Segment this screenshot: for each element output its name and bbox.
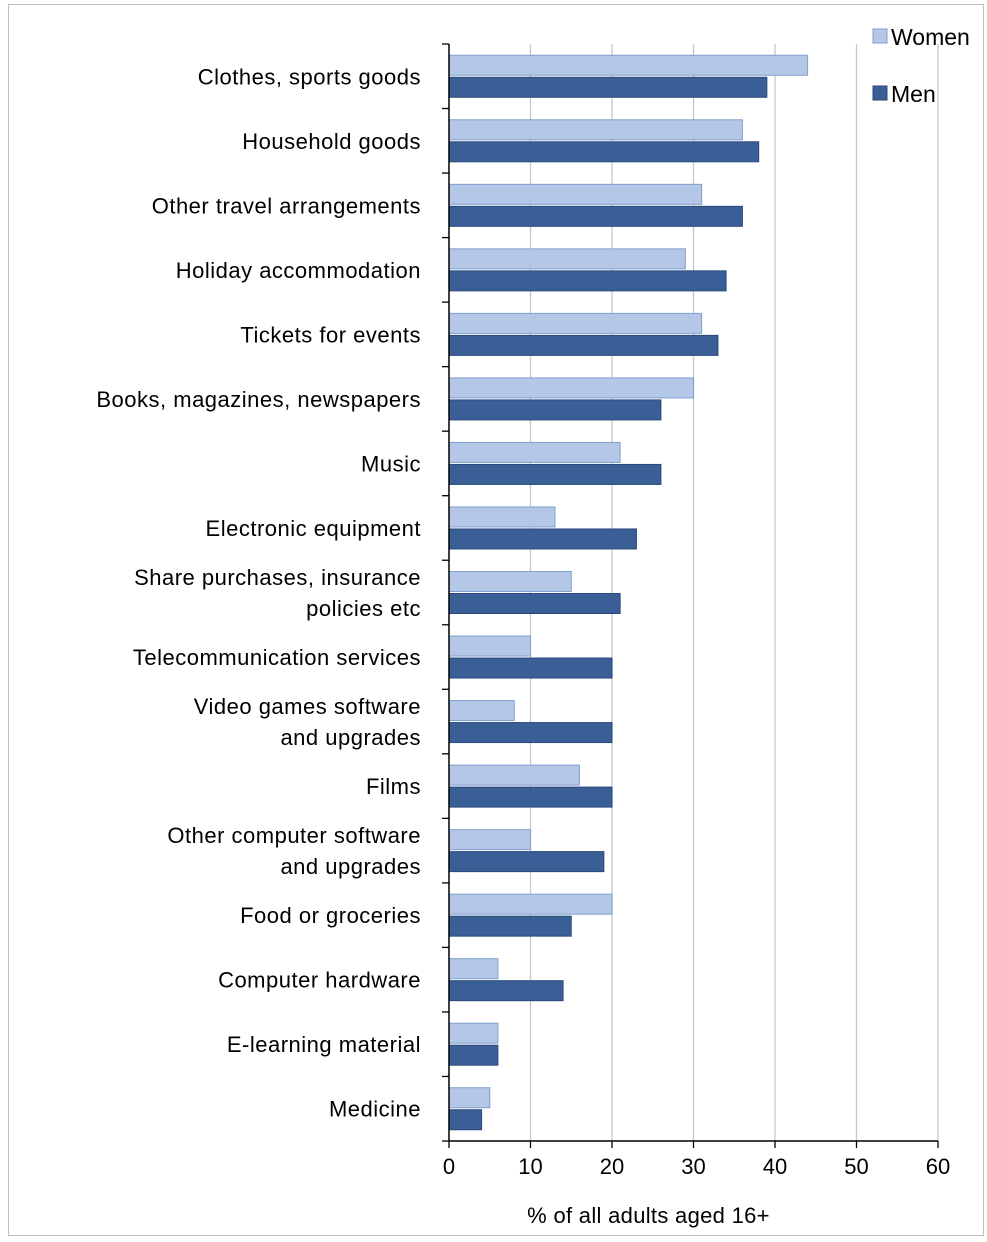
bar-women <box>448 1087 491 1109</box>
x-tick-label: 0 <box>443 1154 455 1179</box>
bar-women <box>448 248 686 270</box>
category-label: Video games software <box>194 694 421 719</box>
x-tick-label: 60 <box>926 1154 950 1179</box>
category-label: Other travel arrangements <box>152 193 421 218</box>
bar-women <box>448 377 694 399</box>
bar-men <box>448 463 662 485</box>
bar-men <box>448 980 564 1002</box>
category-label: and upgrades <box>280 854 421 879</box>
category-label: Telecommunication services <box>133 645 421 670</box>
legend: Women Men <box>872 24 970 107</box>
x-tick-label: 10 <box>518 1154 542 1179</box>
x-tick-label: 20 <box>600 1154 624 1179</box>
legend-swatch-men <box>872 85 888 101</box>
legend-swatch-women <box>872 28 888 44</box>
category-label: and upgrades <box>280 725 421 750</box>
x-tick-label: 40 <box>763 1154 787 1179</box>
bar-men <box>448 786 613 808</box>
bar-women <box>448 312 703 334</box>
category-label: Films <box>366 774 421 799</box>
bar-men <box>448 399 662 421</box>
bar-women <box>448 1022 499 1044</box>
gridlines <box>529 44 939 1141</box>
bar-men <box>448 76 768 98</box>
bar-men <box>448 915 572 937</box>
legend-label-men: Men <box>891 81 936 107</box>
x-axis-title: % of all adults aged 16+ <box>527 1203 770 1228</box>
x-tick-label: 30 <box>681 1154 705 1179</box>
category-label: Books, magazines, newspapers <box>96 387 421 412</box>
category-label: Holiday accommodation <box>176 258 421 283</box>
bar-women <box>448 893 613 915</box>
bar-women <box>448 506 556 528</box>
bar-men <box>448 141 760 163</box>
bar-women <box>448 635 531 657</box>
bar-men <box>448 205 743 227</box>
category-label: Household goods <box>242 129 421 154</box>
category-label: E-learning material <box>227 1032 421 1057</box>
category-labels: Clothes, sports goods Household goods Othe… <box>96 64 421 1122</box>
category-label: Tickets for events <box>240 322 421 347</box>
bar-women <box>448 958 499 980</box>
bar-women <box>448 700 515 722</box>
category-label: Other computer software <box>167 823 421 848</box>
category-label: Share purchases, insurance <box>134 565 421 590</box>
category-label: Computer hardware <box>218 968 421 993</box>
x-tick-label: 50 <box>844 1154 868 1179</box>
bar-men <box>448 270 727 292</box>
bar-men <box>448 657 613 679</box>
bar-women <box>448 764 580 786</box>
bar-men <box>448 1109 483 1131</box>
bar-men <box>448 593 621 614</box>
legend-label-women: Women <box>891 24 970 50</box>
bar-men <box>448 1044 499 1066</box>
bars <box>448 54 809 1131</box>
bar-women <box>448 54 809 76</box>
axes: 0 10 20 30 40 50 60 <box>442 43 950 1179</box>
category-label: Medicine <box>329 1097 421 1122</box>
bar-men <box>448 528 637 550</box>
bar-men <box>448 851 605 873</box>
bar-women <box>448 183 703 205</box>
bar-women <box>448 119 743 141</box>
category-label: Music <box>361 451 421 476</box>
bar-women <box>448 571 572 592</box>
bar-women <box>448 829 531 851</box>
bar-women <box>448 441 621 463</box>
bar-men <box>448 722 613 744</box>
category-label: Food or groceries <box>240 903 421 928</box>
category-label: policies etc <box>306 596 421 621</box>
bar-men <box>448 334 719 356</box>
category-label: Clothes, sports goods <box>198 64 421 89</box>
category-label: Electronic equipment <box>206 516 421 541</box>
